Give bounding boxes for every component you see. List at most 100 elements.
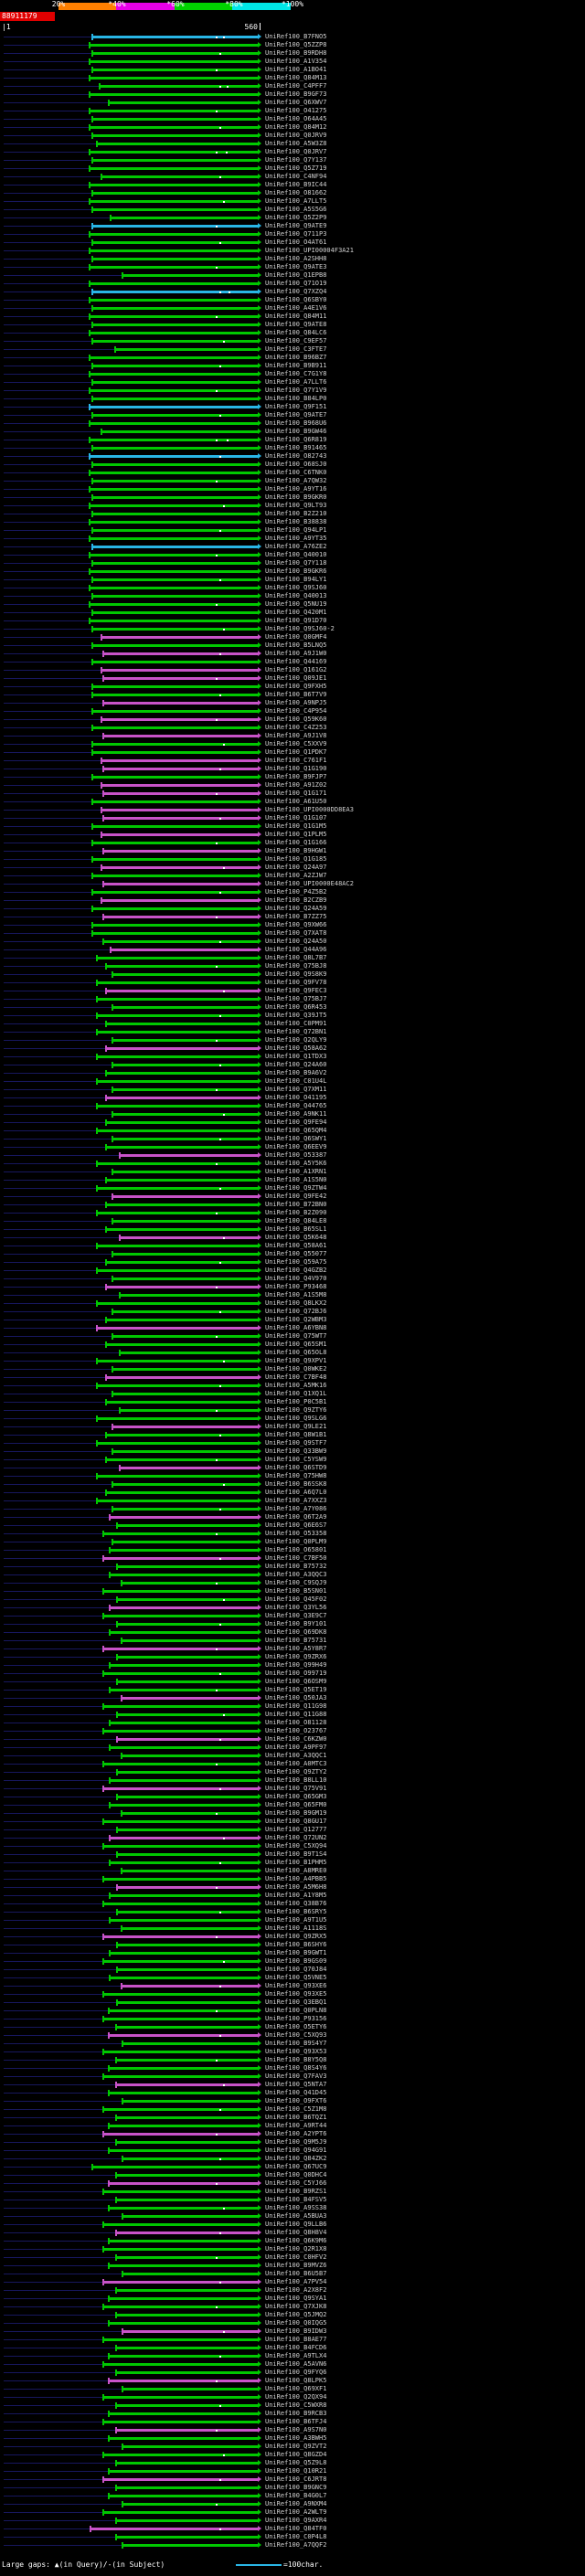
hit-label[interactable]: UniRef100_Q5Z9L8 [265,2459,327,2466]
alignment-bar[interactable] [101,832,261,838]
alignment-bar[interactable] [89,108,261,114]
hit-label[interactable]: UniRef100_Q9FEC3 [265,987,327,994]
alignment-bar[interactable] [112,1333,261,1340]
hit-label[interactable]: UniRef100_Q9LE21 [265,1423,327,1430]
hit-label[interactable]: UniRef100_A5Y8R7 [265,1645,327,1652]
hit-label[interactable]: UniRef100_Q5ET19 [265,1686,327,1693]
hit-label[interactable]: UniRef100_Q0WKE2 [265,1365,327,1373]
alignment-bar[interactable] [90,2526,261,2532]
hit-label[interactable]: UniRef100_A5BUA3 [265,2212,327,2220]
alignment-bar[interactable] [119,1235,261,1241]
alignment-bar[interactable] [115,2518,261,2524]
hit-label[interactable]: UniRef100_C3FTE7 [265,345,327,353]
alignment-bar[interactable] [89,404,261,410]
alignment-bar[interactable] [91,305,261,312]
hit-label[interactable]: UniRef100_A1V354 [265,58,327,65]
hit-label[interactable]: UniRef100_Q5ZZP8 [265,41,327,48]
hit-label[interactable]: UniRef100_B6TFJ4 [265,2418,327,2425]
hit-label[interactable]: UniRef100_B84LP0 [265,395,327,402]
hit-label[interactable]: UniRef100_Q0GMF4 [265,633,327,641]
hit-label[interactable]: UniRef100_Q6R453 [265,1003,327,1011]
alignment-bar[interactable] [91,856,261,863]
hit-label[interactable]: UniRef100_P0C5B1 [265,1398,327,1405]
hit-label[interactable]: UniRef100_Q1G190 [265,765,327,772]
alignment-bar[interactable] [109,1975,261,1981]
alignment-bar[interactable] [114,346,261,353]
alignment-bar[interactable] [102,2246,261,2253]
alignment-bar[interactable] [122,2271,261,2277]
hit-label[interactable]: UniRef100_B9GWT1 [265,1949,327,1956]
alignment-bar[interactable] [96,1210,261,1216]
hit-label[interactable]: UniRef100_Q94G91 [265,2147,327,2154]
alignment-bar[interactable] [105,1457,261,1463]
hit-label[interactable]: UniRef100_A7LLT6 [265,378,327,386]
alignment-bar[interactable] [115,2254,261,2261]
alignment-bar[interactable] [96,980,261,986]
alignment-bar[interactable] [102,938,261,945]
hit-label[interactable]: UniRef100_Q5VNE5 [265,1974,327,1981]
alignment-bar[interactable] [89,535,261,542]
alignment-bar[interactable] [91,445,261,451]
hit-label[interactable]: UniRef100_Q75V91 [265,1785,327,1792]
alignment-bar[interactable] [96,1473,261,1479]
hit-label[interactable]: UniRef100_Q65FM0 [265,1801,327,1808]
alignment-bar[interactable] [96,1415,261,1422]
hit-label[interactable]: UniRef100_Q9ZTY6 [265,1406,327,1414]
alignment-bar[interactable] [101,634,261,641]
hit-label[interactable]: UniRef100_A0MTC3 [265,1760,327,1767]
hit-label[interactable]: UniRef100_A9NXM4 [265,2500,327,2507]
alignment-bar[interactable] [121,1868,261,1874]
alignment-bar[interactable] [109,1777,261,1784]
alignment-bar[interactable] [116,1654,261,1660]
alignment-bar[interactable] [91,511,261,517]
hit-label[interactable]: UniRef100_B968U6 [265,419,327,427]
alignment-bar[interactable] [102,1934,261,1940]
hit-label[interactable]: UniRef100_O41275 [265,107,327,114]
hit-label[interactable]: UniRef100_A1BO41 [265,66,327,73]
alignment-bar[interactable] [108,2180,261,2187]
hit-label[interactable]: UniRef100_Q8GZD4 [265,2451,327,2458]
hit-label[interactable]: UniRef100_B9GKR0 [265,493,327,501]
hit-label[interactable]: UniRef100_Q58A61 [265,1242,327,1249]
alignment-bar[interactable] [89,58,261,65]
hit-label[interactable]: UniRef100_B65SL1 [265,1225,327,1233]
hit-label[interactable]: UniRef100_Q44169 [265,658,327,665]
alignment-bar[interactable] [101,174,261,180]
hit-label[interactable]: UniRef100_Q7XJK8 [265,2303,327,2310]
hit-label[interactable]: UniRef100_Q7FAV3 [265,2072,327,2080]
alignment-bar[interactable] [89,371,261,377]
hit-label[interactable]: UniRef100_B4G0L7 [265,2492,327,2499]
alignment-bar[interactable] [102,733,261,739]
alignment-bar[interactable] [91,774,261,780]
alignment-bar[interactable] [89,124,261,131]
alignment-bar[interactable] [96,1383,261,1389]
hit-label[interactable]: UniRef100_Q9FXH5 [265,683,327,690]
alignment-bar[interactable] [115,2345,261,2351]
hit-label[interactable]: UniRef100_Q7Y137 [265,156,327,164]
hit-label[interactable]: UniRef100_Q6SBY0 [265,296,327,303]
alignment-bar[interactable] [102,2189,261,2195]
alignment-bar[interactable] [119,1465,261,1471]
alignment-bar[interactable] [102,1843,261,1850]
hit-label[interactable]: UniRef100_B6U5B7 [265,2270,327,2277]
alignment-bar[interactable] [91,363,261,369]
alignment-bar[interactable] [102,2509,261,2516]
alignment-bar[interactable] [115,2057,261,2063]
hit-label[interactable]: UniRef100_Q711P3 [265,230,327,238]
alignment-bar[interactable] [109,1514,261,1521]
alignment-bar[interactable] [89,503,261,509]
alignment-bar[interactable] [96,1128,261,1134]
hit-label[interactable]: UniRef100_Q7XZQ4 [265,288,327,295]
hit-label[interactable]: UniRef100_Q91D70 [265,617,327,624]
hit-label[interactable]: UniRef100_Q3YL56 [265,1604,327,1611]
alignment-bar[interactable] [116,1596,261,1603]
hit-label[interactable]: UniRef100_A5AVN6 [265,2360,327,2368]
alignment-bar[interactable] [89,453,261,460]
hit-label[interactable]: UniRef100_C5Z1M8 [265,2105,327,2113]
hit-label[interactable]: UniRef100_C4PFF7 [265,82,327,90]
hit-label[interactable]: UniRef100_B9Y101 [265,1620,327,1627]
hit-label[interactable]: UniRef100_Q420M1 [265,609,327,616]
alignment-bar[interactable] [89,519,261,525]
hit-label[interactable]: UniRef100_B9IC44 [265,181,327,188]
hit-label[interactable]: UniRef100_B5LNQ5 [265,641,327,649]
